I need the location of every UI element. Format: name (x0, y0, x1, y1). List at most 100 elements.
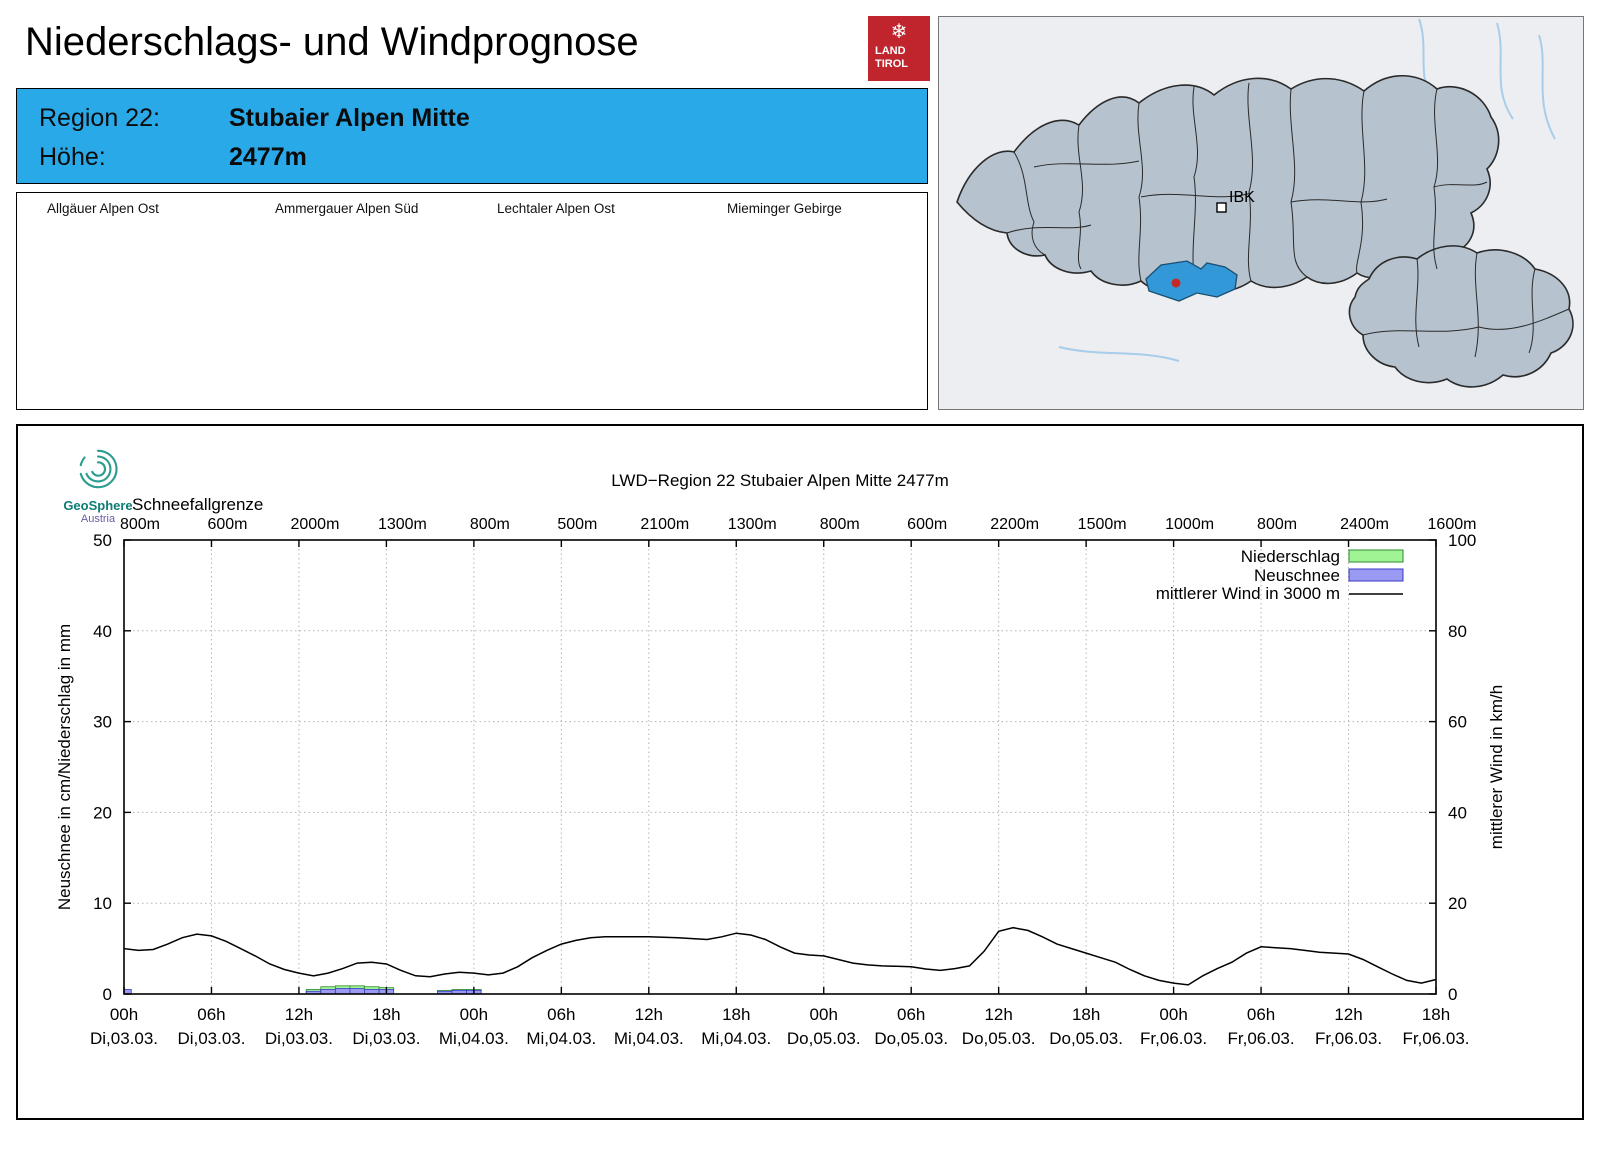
x-tick-hour: 00h (110, 1005, 138, 1024)
x-axis-labels: 00h Di,03.03. 06h Di,03.03. 12h Di,03.03. 18h D… (90, 1005, 1470, 1048)
region-info-row: Höhe: 2477m (17, 138, 927, 177)
x-tick-hour: 18h (1072, 1005, 1100, 1024)
altitude-value: 2477m (229, 143, 307, 171)
x-tick-hour: 12h (635, 1005, 663, 1024)
plot-border (123, 539, 1437, 995)
neuschnee-bar (334, 988, 351, 995)
legend-label: Niederschlag (1241, 547, 1340, 566)
legend-swatch (1348, 568, 1404, 582)
region-list-item[interactable]: Lechtaler Alpen Ost (497, 201, 615, 216)
x-tick-hour: 06h (197, 1005, 225, 1024)
legend-swatch (1348, 549, 1404, 563)
snowline-value: 1300m (728, 516, 777, 533)
left-axis-title: Neuschnee in cm/Niederschlag in mm (55, 624, 74, 910)
river-lines (1058, 18, 1556, 362)
tirol-map[interactable]: IBK (938, 16, 1584, 410)
region-list-item[interactable]: Allgäuer Alpen Ost (47, 201, 159, 216)
x-tick-day: Do,05.03. (787, 1029, 861, 1048)
snowline-value: 1600m (1428, 516, 1477, 533)
y-left-tick: 0 (103, 985, 112, 1004)
x-tick-day: Di,03.03. (265, 1029, 333, 1048)
map-region-north-tirol[interactable] (956, 74, 1500, 293)
x-tick-day: Fr,06.03. (1228, 1029, 1295, 1048)
x-tick-hour: 12h (984, 1005, 1012, 1024)
x-tick-day: Do,05.03. (1049, 1029, 1123, 1048)
map-region-east-tirol[interactable] (1348, 245, 1574, 388)
snowline-values: 800m 600m 2000m 1300m 800m 500m 2100m 1300m 800m… (120, 516, 1476, 533)
region-info-box: Region 22: Stubaier Alpen Mitte Höhe: 24… (16, 88, 928, 184)
x-tick-hour: 06h (547, 1005, 575, 1024)
x-tick-day: Fr,06.03. (1140, 1029, 1207, 1048)
snowline-value: 800m (820, 516, 860, 533)
x-tick-day: Di,03.03. (90, 1029, 158, 1048)
tirol-map-svg[interactable]: IBK (939, 17, 1583, 409)
right-axis-title: mittlerer Wind in km/h (1487, 685, 1506, 849)
y-left-tick: 30 (93, 713, 112, 732)
region-info-row: Region 22: Stubaier Alpen Mitte (17, 99, 927, 138)
wind-line (123, 926, 1437, 986)
snowline-value: 800m (1257, 516, 1297, 533)
y-right-tick: 100 (1448, 531, 1476, 550)
neuschnee-bar (349, 988, 365, 995)
region-list-item[interactable]: Ammergauer Alpen Süd (275, 201, 419, 216)
x-tick-day: Mi,04.03. (701, 1029, 771, 1048)
y-right-tick: 0 (1448, 985, 1457, 1004)
x-tick-day: Do,05.03. (962, 1029, 1036, 1048)
geosphere-logo-sub: Austria (80, 513, 116, 525)
x-tick-day: Do,05.03. (874, 1029, 948, 1048)
y-axis-labels: 0 10 20 30 40 50 0 20 40 60 80 100 (93, 531, 1476, 1004)
y-right-tick: 60 (1448, 713, 1467, 732)
snowline-value: 600m (907, 516, 947, 533)
chart-grid (124, 540, 1436, 994)
region-value: Stubaier Alpen Mitte (229, 104, 470, 132)
y-left-tick: 40 (93, 622, 112, 641)
region-list-item[interactable]: Mieminger Gebirge (727, 201, 842, 216)
legend-label: Neuschnee (1254, 566, 1340, 585)
x-tick-day: Di,03.03. (177, 1029, 245, 1048)
y-left-tick: 10 (93, 894, 112, 913)
forecast-chart-panel: GeoSphere Austria 00h Di,03.03. 06h Di,03.0… (16, 424, 1584, 1120)
station-marker-dot (1171, 278, 1181, 288)
x-tick-hour: 00h (810, 1005, 838, 1024)
snowline-value: 1300m (378, 516, 427, 533)
x-tick-day: Di,03.03. (352, 1029, 420, 1048)
snowline-value: 500m (557, 516, 597, 533)
snowline-value: 1000m (1165, 516, 1214, 533)
x-tick-hour: 12h (1334, 1005, 1362, 1024)
altitude-label: Höhe: (39, 143, 106, 171)
land-tirol-logo-text: LAND TIROL (875, 45, 908, 70)
snowline-value: 2200m (990, 516, 1039, 533)
region-list: Allgäuer Alpen Ost Ammergauer Alpen Süd Le… (16, 192, 1517, 410)
x-tick-hour: 06h (897, 1005, 925, 1024)
land-tirol-logo: ❄ LAND TIROL (868, 16, 930, 81)
x-tick-hour: 18h (722, 1005, 750, 1024)
x-tick-hour: 00h (1159, 1005, 1187, 1024)
x-tick-day: Mi,04.03. (439, 1029, 509, 1048)
y-left-tick: 50 (93, 531, 112, 550)
snowline-value: 2000m (290, 516, 339, 533)
map-region-borders (1006, 82, 1570, 358)
snowline-value: 1500m (1078, 516, 1127, 533)
snowline-value: 800m (120, 516, 160, 533)
ibk-label: IBK (1229, 189, 1255, 206)
snowline-value: 600m (207, 516, 247, 533)
page-title: Niederschlags- und Windprognose (25, 20, 639, 64)
x-tick-hour: 18h (1422, 1005, 1450, 1024)
y-right-tick: 20 (1448, 894, 1467, 913)
x-tick-day: Mi,04.03. (614, 1029, 684, 1048)
geosphere-logo: GeoSphere Austria (42, 446, 154, 525)
forecast-chart-svg: 00h Di,03.03. 06h Di,03.03. 12h Di,03.03. 18h D… (55, 471, 1506, 1048)
geosphere-logo-icon (79, 449, 118, 489)
geosphere-logo-name: GeoSphere (63, 498, 133, 513)
x-tick-day: Fr,06.03. (1315, 1029, 1382, 1048)
y-right-tick: 40 (1448, 803, 1467, 822)
ibk-marker (1216, 202, 1227, 213)
snowline-value: 800m (470, 516, 510, 533)
snowline-value: 2100m (640, 516, 689, 533)
y-right-tick: 80 (1448, 622, 1467, 641)
legend-label: mittlerer Wind in 3000 m (1156, 584, 1340, 603)
snowflake-icon: ❄ (890, 19, 908, 43)
map-region-selected[interactable] (1145, 260, 1238, 302)
